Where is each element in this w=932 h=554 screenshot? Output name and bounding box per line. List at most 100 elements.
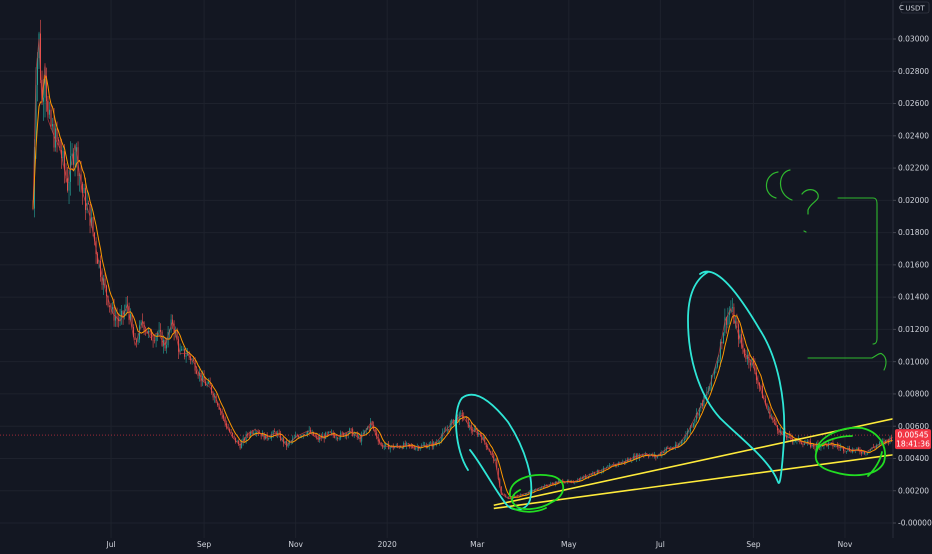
x-tick-label: Mar <box>470 540 485 549</box>
candle-body <box>814 446 816 448</box>
candle-body <box>401 447 403 449</box>
candle-body <box>175 330 177 334</box>
candle-body <box>385 443 387 447</box>
candle-body <box>886 439 888 441</box>
candle-body <box>667 447 669 448</box>
candle-body <box>37 58 38 85</box>
candle-body <box>394 447 396 449</box>
currency-label[interactable]: USDT <box>900 1 930 14</box>
x-tick-label: Jul <box>106 540 116 549</box>
y-tick-label: 0.02600 <box>898 99 929 108</box>
candle-body <box>314 435 316 437</box>
candle-body <box>317 436 319 440</box>
y-axis[interactable]: 0.03000 0.02800 0.02600 0.02400 0.02200 0.020… <box>893 35 932 528</box>
candle-body <box>446 429 448 431</box>
candle-body <box>820 445 822 448</box>
candle-body <box>844 450 846 452</box>
candle-body <box>185 355 187 357</box>
candle-body <box>152 340 154 341</box>
candle-body <box>50 109 52 127</box>
candle-body <box>713 369 715 375</box>
candle-body <box>467 418 469 428</box>
candle-body <box>380 442 382 445</box>
candle-body <box>473 428 475 432</box>
candle-body <box>265 434 267 440</box>
currency-label-text: USDT <box>905 5 925 13</box>
candle-body <box>329 431 331 433</box>
candle-body <box>241 442 243 449</box>
candle-body <box>767 408 769 410</box>
candle-body <box>829 442 831 444</box>
candle-body <box>497 468 499 479</box>
candle-body <box>542 486 544 488</box>
candle-body <box>577 479 579 482</box>
candle-body <box>703 395 705 406</box>
candle-body <box>397 445 399 447</box>
candle-body <box>338 438 340 439</box>
candle-body <box>737 324 739 340</box>
candle-body <box>868 450 870 453</box>
candle-body <box>620 462 622 464</box>
candle-body <box>268 438 270 440</box>
candle-body <box>119 317 121 321</box>
candle-body <box>424 444 426 446</box>
candle-body <box>253 433 255 435</box>
candle-body <box>587 476 589 477</box>
candle-body <box>242 438 244 443</box>
candle-body <box>254 432 256 434</box>
candle-body <box>674 444 676 449</box>
candle-body <box>754 363 756 373</box>
y-tick-label: 0.02000 <box>898 196 929 205</box>
y-tick-label: 0.01200 <box>898 325 929 334</box>
candle-body <box>89 204 91 226</box>
candle-body <box>88 203 89 205</box>
candle-body <box>49 109 50 115</box>
candle-body <box>676 444 678 447</box>
candle-body <box>80 174 82 184</box>
candle-body <box>452 419 454 425</box>
x-axis[interactable]: Jul Sep Nov 2020 Mar May Jul Sep Nov <box>106 540 853 549</box>
candle-body <box>382 444 384 448</box>
candle-body <box>170 319 172 330</box>
candle-body <box>709 385 711 391</box>
candle-body <box>790 435 792 439</box>
candle-body <box>409 443 411 446</box>
candle-body <box>58 139 59 142</box>
candle-body <box>422 444 424 446</box>
candle-body <box>439 441 441 443</box>
candle-body <box>184 348 186 357</box>
candle-body <box>761 386 763 399</box>
candle-body <box>295 435 297 438</box>
candle-body <box>313 431 315 436</box>
candle-body <box>328 431 330 434</box>
candle-body <box>554 482 556 485</box>
candle-body <box>698 407 700 416</box>
candle-body <box>812 443 814 447</box>
x-tick-label: 2020 <box>378 540 397 549</box>
x-tick-label: Nov <box>288 540 303 549</box>
last-price-badge: 0.00545 18:41:36 <box>895 429 931 450</box>
candle-body <box>305 434 307 435</box>
x-tick-label: May <box>561 540 577 549</box>
candle-body <box>166 345 168 349</box>
candle-body <box>278 432 280 434</box>
candle-body <box>308 429 310 431</box>
candle-body <box>262 432 264 437</box>
candle-body <box>158 329 160 333</box>
candle-body <box>41 79 43 102</box>
candle-body <box>410 445 412 447</box>
candle-body <box>334 435 336 438</box>
candle-body <box>203 375 205 382</box>
candle-body <box>148 330 150 334</box>
candle-body <box>692 423 694 427</box>
candle-body <box>275 432 277 436</box>
y-tick-label: 0.00800 <box>898 390 929 399</box>
candle-body <box>647 455 649 457</box>
candle-body <box>293 437 295 439</box>
candle-body <box>181 349 183 351</box>
candle-body <box>655 454 657 458</box>
x-tick-label: Jul <box>655 540 665 549</box>
candle-body <box>104 278 106 286</box>
candle-body <box>389 446 391 450</box>
